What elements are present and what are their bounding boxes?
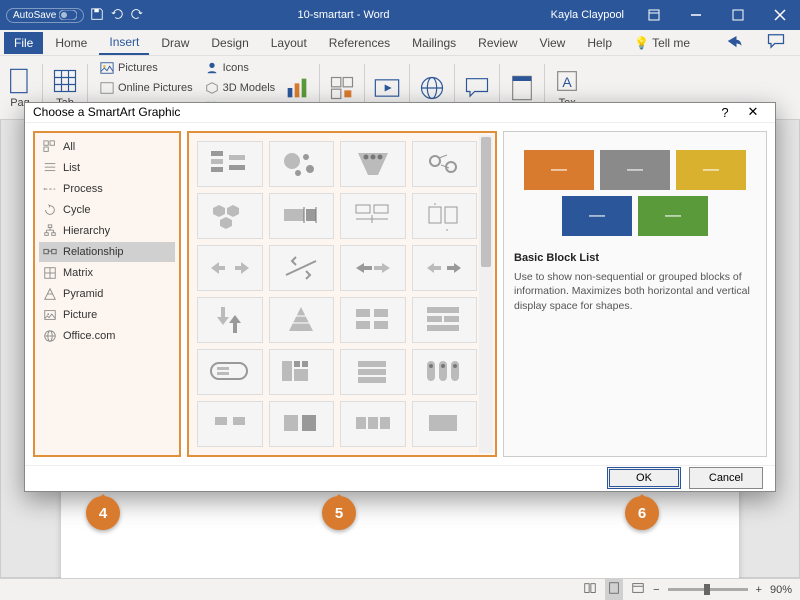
header-footer-button[interactable] [508,74,536,102]
layout-thumb[interactable] [197,349,263,395]
tab-layout[interactable]: Layout [261,32,317,54]
dialog-help-icon[interactable]: ? [711,105,739,120]
callout-6: 6 [625,496,659,530]
layout-thumb[interactable] [340,193,406,239]
layout-thumb[interactable] [197,401,263,447]
preview-block: — [676,150,746,190]
close-icon[interactable] [760,0,800,30]
callout-5: 5 [322,496,356,530]
undo-icon[interactable] [110,7,124,24]
zoom-slider[interactable] [668,588,748,591]
category-office-com[interactable]: Office.com [39,326,175,346]
ribbon-tabs: File Home Insert Draw Design Layout Refe… [0,30,800,56]
icons-button[interactable]: Icons [201,59,280,77]
maximize-icon[interactable] [718,0,758,30]
category-matrix[interactable]: Matrix [39,263,175,283]
links-button[interactable] [418,74,446,102]
addins-button[interactable] [328,74,356,102]
layout-thumb[interactable] [269,401,335,447]
3d-models-button[interactable]: 3D Models [201,79,280,97]
preview-block: — [638,196,708,236]
layout-thumb[interactable] [412,297,478,343]
layout-thumb[interactable] [412,349,478,395]
zoom-level[interactable]: 90% [770,584,792,596]
zoom-out-icon[interactable]: − [653,584,659,596]
dialog-title: Choose a SmartArt Graphic [33,105,180,119]
preview-block: — [562,196,632,236]
dialog-close-icon[interactable]: ✕ [739,104,767,120]
read-mode-icon[interactable] [583,581,597,598]
category-picture[interactable]: Picture [39,305,175,325]
layout-thumb[interactable] [412,401,478,447]
tab-file[interactable]: File [4,32,43,54]
online-pictures-button[interactable]: Online Pictures [96,79,197,97]
minimize-icon[interactable] [676,0,716,30]
layout-thumb[interactable] [412,193,478,239]
layout-thumb[interactable] [340,401,406,447]
category-hierarchy[interactable]: Hierarchy [39,221,175,241]
tab-home[interactable]: Home [45,32,97,54]
smartart-dialog: Choose a SmartArt Graphic ? ✕ All List P… [24,102,776,492]
print-layout-icon[interactable] [605,579,623,600]
layout-thumb[interactable] [340,349,406,395]
chart-button[interactable] [283,74,311,102]
category-panel: All List Process Cycle Hierarchy Relatio… [33,131,181,457]
category-list[interactable]: List [39,158,175,178]
layout-thumb[interactable] [269,141,335,187]
tab-help[interactable]: Help [577,32,622,54]
category-process[interactable]: Process [39,179,175,199]
category-cycle[interactable]: Cycle [39,200,175,220]
layout-thumb[interactable] [269,245,335,291]
layout-thumb[interactable] [269,297,335,343]
preview-description: Use to show non-sequential or grouped bl… [514,270,756,314]
layout-thumb[interactable] [340,245,406,291]
share-icon[interactable] [714,27,754,58]
ok-button[interactable]: OK [607,467,681,489]
category-relationship[interactable]: Relationship [39,242,175,262]
comments-icon[interactable] [756,27,796,58]
tab-draw[interactable]: Draw [151,32,199,54]
layout-thumb[interactable] [197,297,263,343]
online-video-button[interactable] [373,74,401,102]
layout-thumb[interactable] [269,349,335,395]
preview-block: — [524,150,594,190]
redo-icon[interactable] [130,7,144,24]
category-all[interactable]: All [39,137,175,157]
tab-review[interactable]: Review [468,32,527,54]
layout-thumb[interactable] [412,245,478,291]
pictures-button[interactable]: Pictures [96,59,197,77]
tab-references[interactable]: References [319,32,400,54]
status-bar: − + 90% [0,578,800,600]
layout-thumb[interactable] [197,141,263,187]
preview-pane: ————— Basic Block List Use to show non-s… [503,131,767,457]
autosave-toggle[interactable]: AutoSave [6,8,84,23]
save-icon[interactable] [90,7,104,24]
tab-insert[interactable]: Insert [99,31,149,55]
layout-thumb[interactable] [340,297,406,343]
window-titlebar: AutoSave 10-smartart - Word Kayla Claypo… [0,0,800,30]
layout-thumb[interactable] [269,193,335,239]
gallery-scrollbar[interactable] [479,135,493,453]
svg-text:A: A [563,73,573,89]
web-layout-icon[interactable] [631,581,645,598]
tell-me[interactable]: 💡 Tell me [624,32,700,54]
comment-button[interactable] [463,74,491,102]
cancel-button[interactable]: Cancel [689,467,763,489]
preview-title: Basic Block List [514,252,756,264]
layout-thumb[interactable] [340,141,406,187]
layout-thumb[interactable] [197,193,263,239]
layout-thumb[interactable] [197,245,263,291]
category-pyramid[interactable]: Pyramid [39,284,175,304]
document-title: 10-smartart - Word [144,9,542,21]
callout-4: 4 [86,496,120,530]
tab-mailings[interactable]: Mailings [402,32,466,54]
user-name[interactable]: Kayla Claypool [543,9,632,21]
zoom-in-icon[interactable]: + [756,584,762,596]
layout-thumb[interactable] [412,141,478,187]
preview-block: — [600,150,670,190]
layout-gallery[interactable] [187,131,497,457]
ribbon-display-icon[interactable] [634,0,674,30]
tab-design[interactable]: Design [201,32,258,54]
tab-view[interactable]: View [530,32,576,54]
